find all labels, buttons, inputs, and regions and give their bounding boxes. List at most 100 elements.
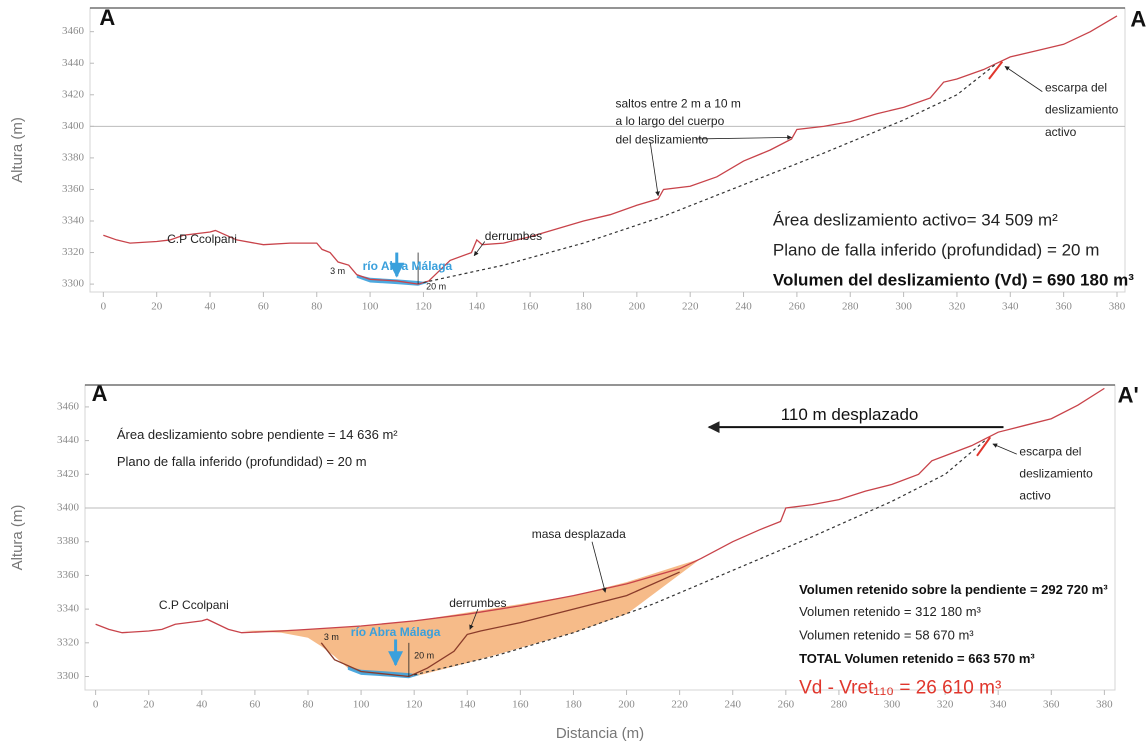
x-tick-label: 240 — [724, 699, 741, 711]
annotation: río Abra Málaga — [351, 625, 441, 639]
annotation: Área deslizamiento sobre pendiente = 14 … — [117, 427, 398, 442]
annotation: 20 m — [414, 651, 434, 661]
y-tick-label: 3360 — [57, 569, 80, 581]
callout-arrow — [650, 142, 658, 196]
x-tick-label: 300 — [895, 301, 912, 313]
x-tick-label: 40 — [196, 699, 208, 711]
annotation: Vd - Vret₁₁₀ = 26 610 m³ — [799, 677, 1001, 698]
y-tick-label: 3380 — [57, 535, 80, 547]
x-tick-label: 180 — [575, 301, 592, 313]
annotation: Plano de falla inferido (profundidad) = … — [773, 240, 1100, 259]
x-tick-label: 60 — [258, 301, 270, 313]
x-tick-label: 160 — [522, 301, 539, 313]
annotation: Área deslizamiento activo= 34 509 m² — [773, 210, 1058, 229]
y-tick-label: 3320 — [57, 636, 80, 648]
x-tick-label: 220 — [682, 301, 699, 313]
annotation: A' — [1118, 383, 1139, 408]
annotation: escarpa del — [1019, 445, 1081, 459]
y-tick-label: 3420 — [57, 468, 80, 480]
annotation: deslizamiento — [1045, 103, 1119, 117]
y-tick-label: 3460 — [57, 400, 80, 412]
x-tick-label: 40 — [205, 301, 217, 313]
x-tick-label: 120 — [406, 699, 423, 711]
x-tick-label: 280 — [842, 301, 859, 313]
annotation: Volumen del deslizamiento (Vd) = 690 180… — [773, 270, 1134, 289]
y-axis-label: Altura (m) — [9, 505, 26, 571]
x-tick-label: 80 — [311, 301, 323, 313]
annotation: saltos entre 2 m a 10 m — [616, 96, 741, 110]
x-tick-label: 200 — [629, 301, 646, 313]
x-tick-label: 180 — [565, 699, 582, 711]
x-tick-label: 200 — [618, 699, 635, 711]
x-tick-label: 120 — [415, 301, 432, 313]
x-tick-label: 320 — [937, 699, 954, 711]
x-tick-label: 160 — [512, 699, 529, 711]
y-tick-label: 3400 — [62, 120, 85, 132]
x-tick-label: 300 — [884, 699, 901, 711]
annotation: 20 m — [426, 282, 446, 292]
y-tick-label: 3400 — [57, 502, 80, 514]
x-tick-label: 140 — [459, 699, 476, 711]
annotation: TOTAL Volumen retenido = 663 570 m³ — [799, 651, 1035, 666]
x-tick-label: 0 — [101, 301, 107, 313]
annotation: río Abra Málaga — [363, 259, 453, 273]
annotation: Volumen retenido sobre la pendiente = 29… — [799, 582, 1108, 597]
callout-arrow — [993, 444, 1017, 454]
x-tick-label: 260 — [778, 699, 795, 711]
x-tick-label: 340 — [1002, 301, 1019, 313]
callout-arrow — [696, 137, 792, 139]
annotation: masa desplazada — [532, 527, 626, 541]
x-tick-label: 320 — [949, 301, 966, 313]
x-tick-label: 20 — [143, 699, 155, 711]
annotation: C.P Ccolpani — [159, 598, 229, 612]
x-tick-label: 100 — [362, 301, 379, 313]
annotation: A — [92, 381, 108, 406]
x-tick-label: 380 — [1109, 301, 1126, 313]
x-tick-label: 0 — [93, 699, 99, 711]
x-tick-label: 260 — [789, 301, 806, 313]
annotation: derrumbes — [449, 596, 506, 610]
y-tick-label: 3380 — [62, 151, 85, 163]
annotation: deslizamiento — [1019, 466, 1093, 480]
x-tick-label: 140 — [469, 301, 486, 313]
x-tick-label: 80 — [302, 699, 314, 711]
annotation: A' — [1130, 6, 1147, 31]
annotation: derrumbes — [485, 229, 542, 243]
y-tick-label: 3340 — [62, 215, 85, 227]
x-tick-label: 60 — [249, 699, 261, 711]
y-tick-label: 3320 — [62, 246, 85, 258]
y-tick-label: 3300 — [57, 670, 80, 682]
x-axis-label: Distancia (m) — [556, 725, 644, 742]
x-tick-label: 280 — [831, 699, 848, 711]
annotation: 110 m desplazado — [781, 405, 919, 424]
annotation: Volumen retenido = 58 670 m³ — [799, 628, 974, 643]
x-tick-label: 100 — [353, 699, 370, 711]
annotation: C.P Ccolpani — [167, 232, 237, 246]
annotation: activo — [1045, 125, 1077, 139]
annotation: Volumen retenido = 312 180 m³ — [799, 604, 981, 619]
y-tick-label: 3440 — [57, 434, 80, 446]
x-tick-label: 360 — [1043, 699, 1060, 711]
x-tick-label: 220 — [671, 699, 688, 711]
y-tick-label: 3460 — [62, 25, 85, 37]
area — [242, 559, 701, 677]
annotation: A — [99, 5, 115, 30]
annotation: Plano de falla inferido (profundidad) = … — [117, 454, 367, 469]
annotation: del deslizamiento — [616, 133, 709, 147]
y-tick-label: 3300 — [62, 278, 85, 290]
x-tick-label: 20 — [151, 301, 163, 313]
x-tick-label: 360 — [1055, 301, 1072, 313]
annotation: activo — [1019, 488, 1051, 502]
annotation: 3 m — [330, 266, 345, 276]
callout-arrow — [1005, 66, 1042, 91]
x-tick-label: 340 — [990, 699, 1007, 711]
x-tick-label: 240 — [735, 301, 752, 313]
annotation: a lo largo del cuerpo — [616, 114, 725, 128]
annotation: 3 m — [324, 632, 339, 642]
y-tick-label: 3340 — [57, 603, 80, 615]
y-tick-label: 3420 — [62, 88, 85, 100]
y-tick-label: 3360 — [62, 183, 85, 195]
y-axis-label: Altura (m) — [9, 117, 26, 183]
figure: 3300332033403360338034003420344034600204… — [0, 0, 1147, 746]
annotation: escarpa del — [1045, 81, 1107, 95]
